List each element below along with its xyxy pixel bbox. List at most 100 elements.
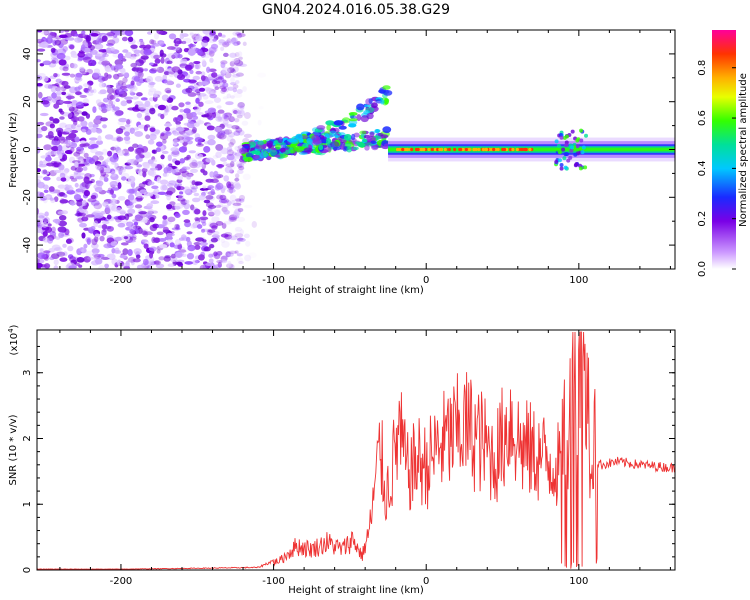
spectrogram-cell <box>131 234 137 239</box>
spectrogram-cell <box>54 247 63 252</box>
spectrogram-cell <box>194 109 201 113</box>
spectrogram-cell <box>528 147 532 152</box>
spectrogram-cell <box>220 46 225 52</box>
spectrogram-cell <box>95 151 104 155</box>
spectrogram-cell <box>200 168 206 173</box>
spectrogram-cell <box>234 177 240 182</box>
spectrogram-cell <box>118 117 128 123</box>
spectrogram-cell <box>155 263 165 269</box>
spectrogram-cell <box>122 248 129 255</box>
spectrogram-cell <box>216 105 222 109</box>
spectrogram-cell <box>346 146 353 153</box>
spectrogram-cell <box>56 176 62 182</box>
spectrogram-cell <box>71 63 78 69</box>
spectrogram-cell <box>75 175 84 180</box>
spectrogram-cell <box>112 73 120 80</box>
spectrogram-cell <box>106 93 114 101</box>
spectrogram-cell <box>162 112 169 116</box>
spectrogram-cell <box>213 264 222 268</box>
spectrogram-cell <box>77 158 85 165</box>
spectrogram-cell <box>73 110 83 115</box>
spectrogram-cell <box>130 180 136 188</box>
spectrogram-cell <box>579 128 584 133</box>
spectrogram-cell <box>115 216 122 223</box>
spectrogram-cell <box>515 147 520 152</box>
spectrogram-cell <box>64 150 73 155</box>
spectrogram-cell <box>217 109 225 114</box>
x-tick-label: 0 <box>423 275 429 286</box>
spectrogram-cell <box>40 100 50 105</box>
spectrogram-cell <box>77 116 85 122</box>
spectrogram-cell <box>128 85 138 92</box>
spectrogram-cell <box>235 72 244 77</box>
spectrogram-cell <box>126 201 133 206</box>
spectrogram-cell <box>228 142 234 147</box>
spectrogram-cell <box>199 187 209 191</box>
spectrogram-cell <box>141 230 148 236</box>
y-tick-label: 40 <box>22 48 33 61</box>
spectrogram-cell <box>143 243 149 249</box>
spectrogram-cell <box>137 71 144 79</box>
spectrogram-cell <box>135 147 145 155</box>
spectrogram-cell <box>195 97 200 104</box>
snr-x-axis-label: Height of straight line (km) <box>288 585 424 596</box>
spectrogram-cell <box>257 140 265 146</box>
spectrogram-cell <box>212 155 219 159</box>
spectrogram-cell <box>74 136 80 143</box>
spectrogram-cell <box>168 70 175 78</box>
spectrogram-cell <box>207 139 216 146</box>
spectrogram-x-ticks: -200 -100 0 100 <box>59 30 671 286</box>
spectrogram-cell <box>472 147 476 152</box>
spectrogram-cell <box>200 71 206 77</box>
spectrogram-cell <box>316 125 326 130</box>
spectrogram-cell <box>228 250 237 255</box>
spectrogram-cell <box>136 112 143 119</box>
spectrogram-cell <box>192 75 201 81</box>
spectrogram-cell <box>235 127 243 133</box>
spectrogram-cell <box>46 154 51 162</box>
spectrogram-cell <box>63 55 71 61</box>
spectrogram-cell <box>383 89 393 96</box>
spectrogram-cell <box>557 158 562 163</box>
spectrogram-cell <box>238 56 243 60</box>
spectrogram-cell <box>276 152 285 160</box>
spectrogram-cell <box>207 134 216 141</box>
spectrogram-cell <box>192 259 199 266</box>
spectrogram-cell <box>101 220 110 225</box>
spectrogram-cell <box>44 211 49 217</box>
spectrogram-cell <box>135 196 143 202</box>
spectrogram-cell <box>81 111 88 116</box>
spectrogram-cell <box>229 60 235 67</box>
spectrogram-cell <box>162 172 169 178</box>
spectrogram-cell <box>232 181 241 188</box>
spectrogram-cell <box>329 130 337 137</box>
spectrogram-cell <box>71 116 79 123</box>
spectrogram-cell <box>188 150 197 154</box>
snr-y-axis-label: SNR (10 * v/v) <box>8 414 19 485</box>
spectrogram-cell <box>46 237 54 244</box>
spectrogram-cell <box>208 243 215 249</box>
spectrogram-cell <box>133 221 139 226</box>
spectrogram-cell <box>56 149 65 156</box>
spectrogram-cell <box>127 208 136 215</box>
spectrogram-cell <box>152 42 161 47</box>
spectrogram-cell <box>230 95 235 99</box>
spectrogram-cell <box>191 86 200 93</box>
spectrogram-cell <box>194 208 201 215</box>
spectrogram-cell <box>236 114 243 119</box>
spectrogram-cell <box>204 100 214 105</box>
spectrogram-cell <box>230 199 236 205</box>
spectrogram-cell <box>106 84 111 90</box>
spectrogram-cell <box>109 94 116 100</box>
spectrogram-cell <box>177 53 183 59</box>
spectrogram-cell <box>93 220 99 228</box>
spectrogram-cell <box>159 244 168 249</box>
spectrogram-cell <box>82 205 88 210</box>
spectrogram-cell <box>55 87 64 92</box>
spectrogram-cell <box>243 233 250 239</box>
spectrogram-cell <box>226 135 234 142</box>
spectrogram-cell <box>215 182 224 190</box>
spectrogram-cell <box>188 79 197 83</box>
spectrogram-cell <box>64 124 74 129</box>
spectrogram-cell <box>343 133 352 141</box>
